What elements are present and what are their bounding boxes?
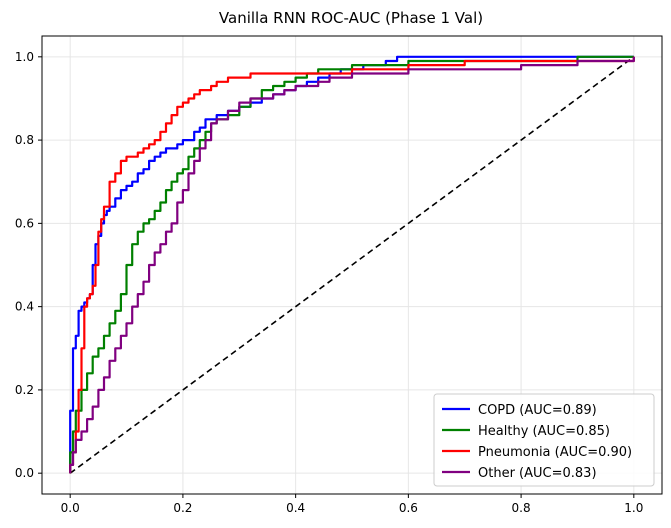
legend-label-healthy: Healthy (AUC=0.85): [478, 424, 610, 439]
x-tick-label: 0.2: [173, 501, 192, 515]
legend-label-pneumonia: Pneumonia (AUC=0.90): [478, 445, 632, 460]
roc-curve-other: [69, 56, 635, 474]
chart-title: Vanilla RNN ROC-AUC (Phase 1 Val): [219, 9, 483, 27]
roc-curve-pneumonia: [69, 56, 635, 474]
legend-label-copd: COPD (AUC=0.89): [478, 403, 597, 418]
grid: [42, 36, 662, 494]
x-tick-label: 0.6: [399, 501, 418, 515]
y-tick-label: 0.4: [15, 300, 34, 314]
legend: COPD (AUC=0.89) Healthy (AUC=0.85) Pneumon…: [433, 393, 655, 487]
y-tick-label: 0.8: [15, 133, 34, 147]
x-tick-label: 0.4: [286, 501, 305, 515]
y-tick-label: 0.6: [15, 216, 34, 230]
y-tick-label: 0.0: [15, 466, 34, 480]
axis-ticks: 0.0 0.2 0.4 0.6 0.8 1.0 0.0 0.2 0.4 0.6 0.8 1.0: [15, 50, 643, 515]
y-tick-label: 0.2: [15, 383, 34, 397]
x-tick-label: 0.0: [61, 501, 80, 515]
y-tick-label: 1.0: [15, 50, 34, 64]
chance-line: [69, 56, 635, 474]
roc-curves: [69, 55, 635, 474]
legend-box: [433, 393, 655, 487]
x-tick-label: 0.8: [512, 501, 531, 515]
plot-frame: [41, 35, 663, 495]
x-tick-label: 1.0: [624, 501, 643, 515]
legend-label-other: Other (AUC=0.83): [478, 466, 597, 481]
